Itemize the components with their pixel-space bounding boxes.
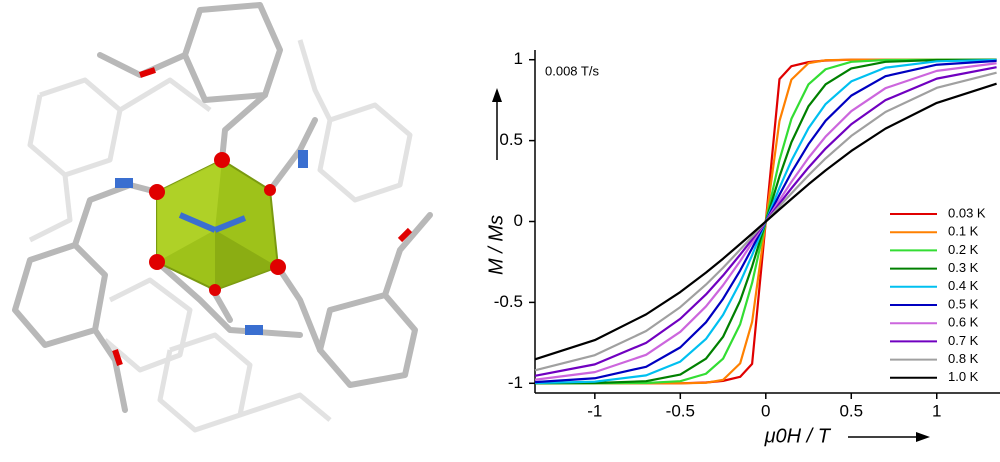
molecule-structure [12,2,433,433]
x-tick-label: -1 [587,401,602,420]
chart: 0.008 T/s μ0H / T M / Ms -1 -0.5 0 0.5 1 -1 -0… [485,49,1000,447]
legend-label: 1.0 K [948,369,979,384]
y-tick-label: -0.5 [494,292,523,311]
legend-label: 0.1 K [948,224,979,239]
legend-label: 0.4 K [948,278,979,293]
legend-label: 0.03 K [948,205,986,220]
legend-label: 0.5 K [948,296,979,311]
y-axis-label: M / Ms [485,215,507,275]
legend-label: 0.8 K [948,351,979,366]
legend-label: 0.2 K [948,242,979,257]
x-tick-label: 1 [932,401,941,420]
legend-label: 0.6 K [948,315,979,330]
y-tick-label: 0 [514,211,523,230]
y-tick-label: 1 [514,49,523,68]
legend-label: 0.7 K [948,333,979,348]
x-arrow-head [916,432,930,442]
y-tick-label: 0.5 [499,130,523,149]
x-axis-label: μ0H / T [764,425,832,447]
y-tick-label: -1 [508,373,523,392]
x-tick-label: -0.5 [666,401,695,420]
annotation: 0.008 T/s [545,63,599,78]
y-arrow-head [492,88,502,102]
x-tick-label: 0.5 [839,401,863,420]
legend-label: 0.3 K [948,260,979,275]
x-tick-label: 0 [761,401,770,420]
series-line [534,82,997,361]
